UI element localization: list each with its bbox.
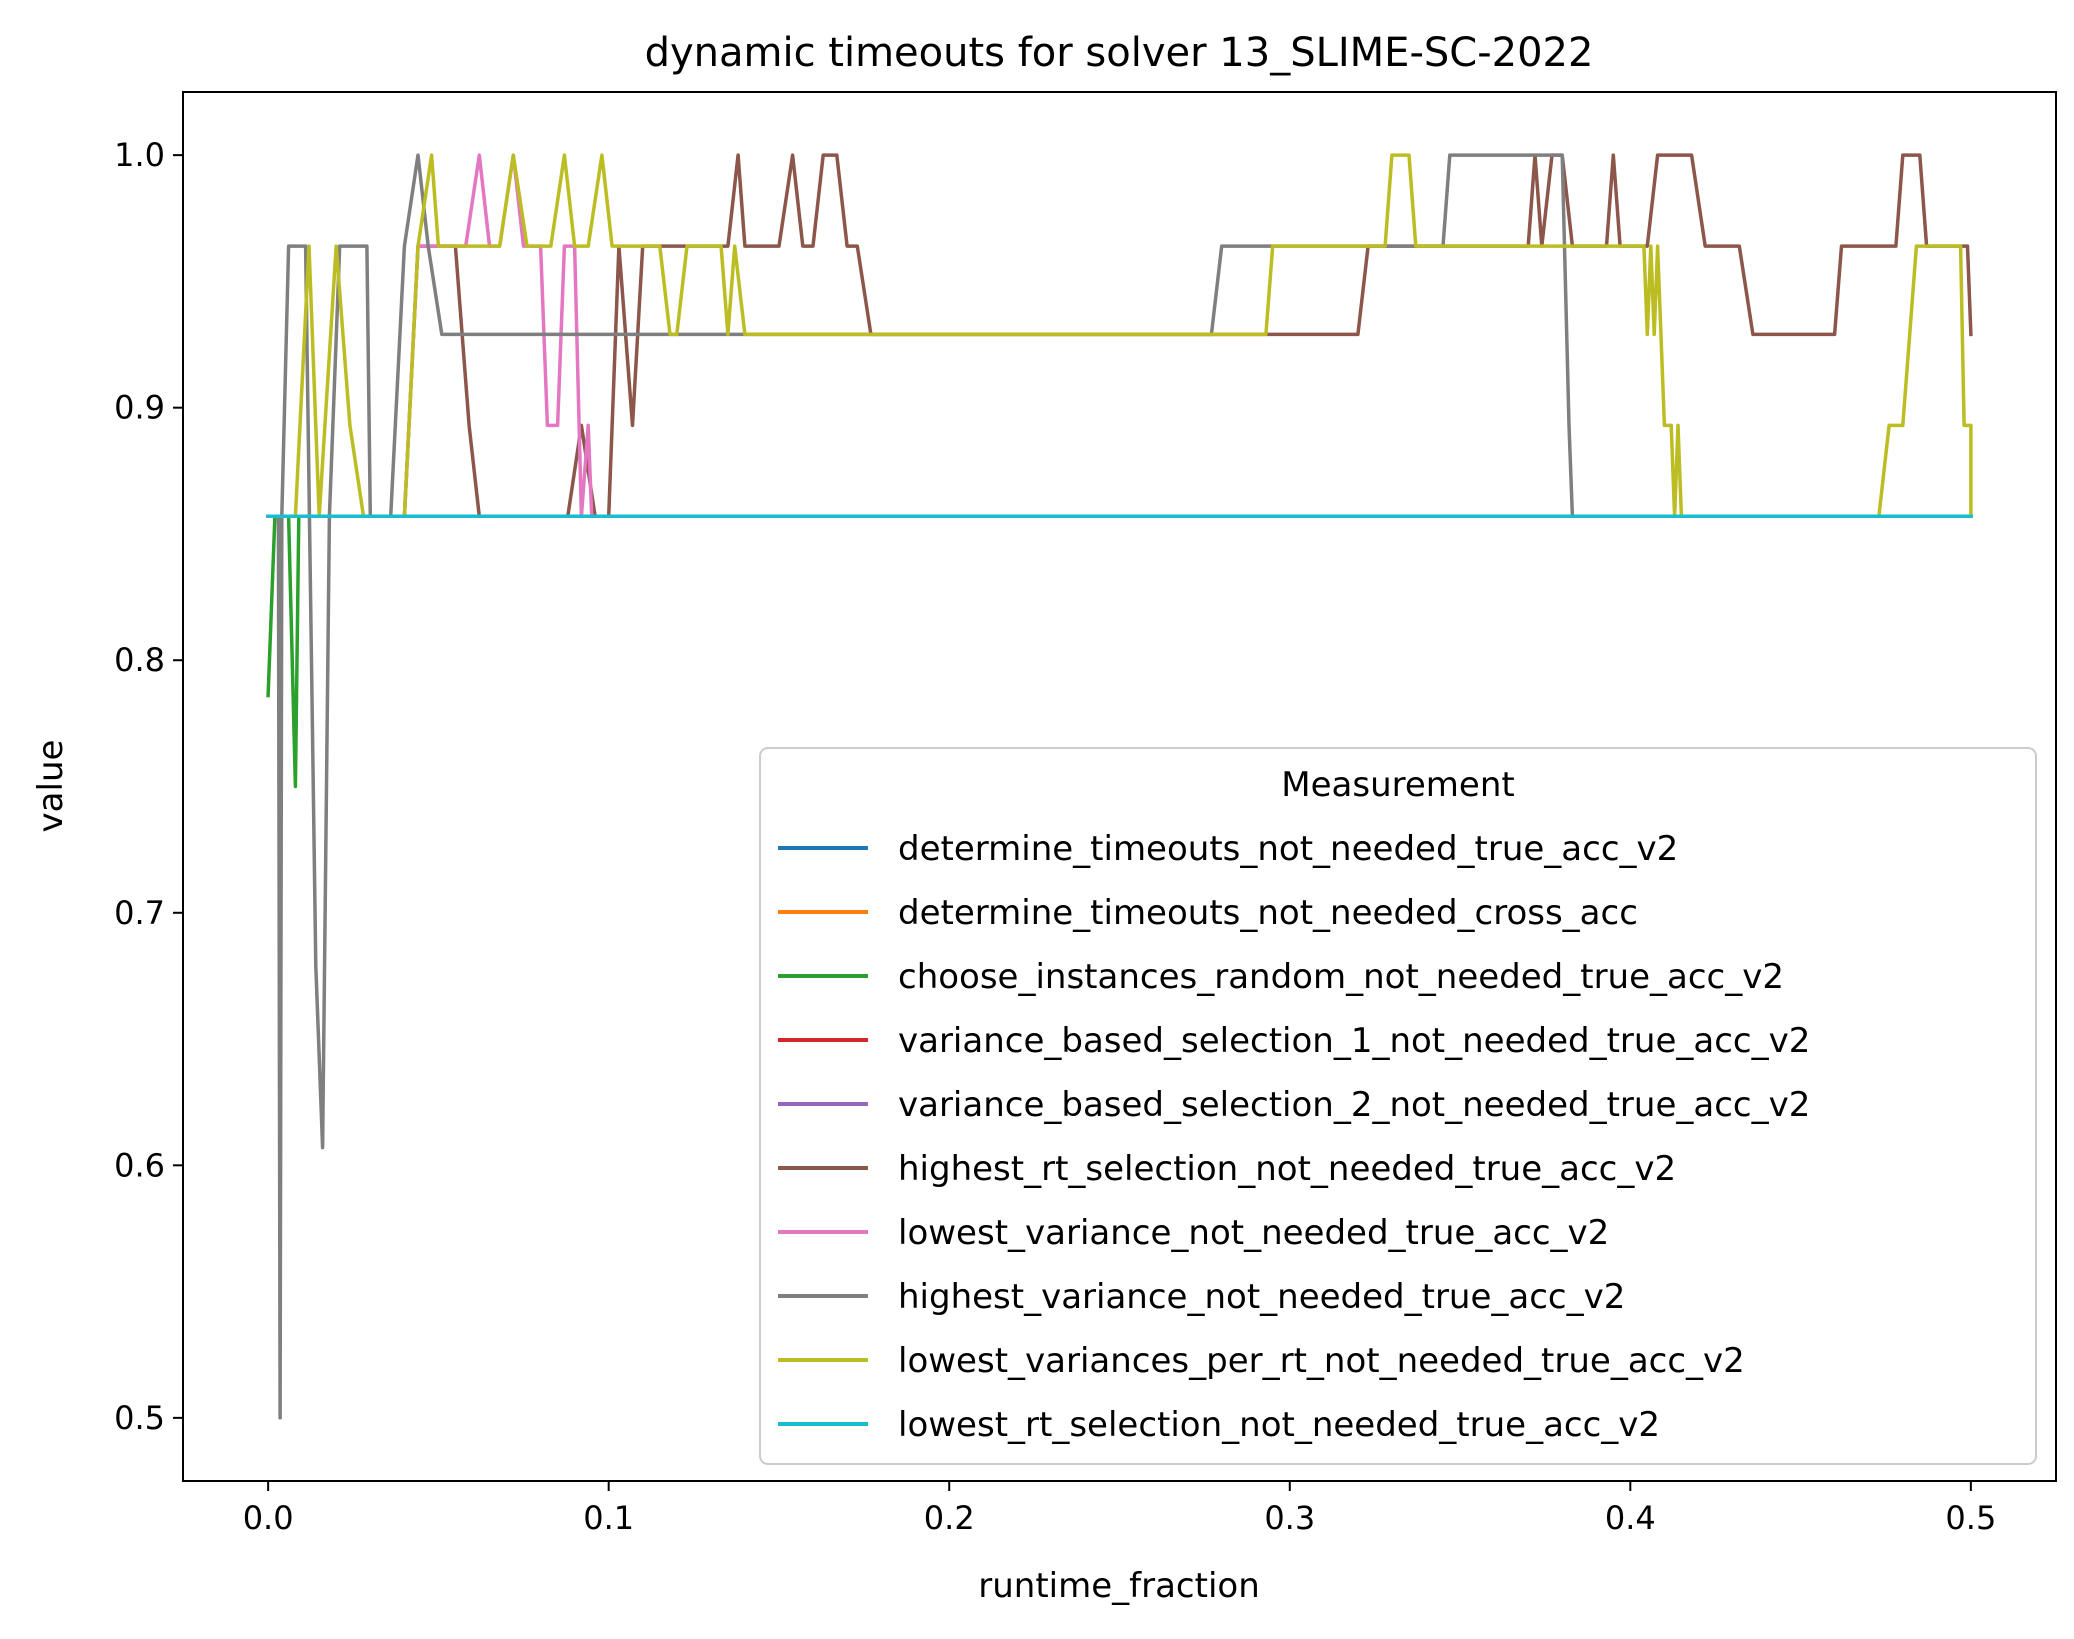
legend-entry-label: highest_rt_selection_not_needed_true_acc… (898, 1149, 1676, 1189)
x-axis: 0.0 0.1 0.2 0.3 0.4 0.5 (243, 1481, 1996, 1537)
legend-entry-label: choose_instances_random_not_needed_true_… (898, 957, 1784, 997)
y-tick-label: 0.6 (114, 1146, 165, 1184)
y-tick-label: 0.9 (114, 389, 165, 427)
x-tick-label: 0.2 (924, 1499, 975, 1537)
x-tick-label: 0.4 (1605, 1499, 1656, 1537)
x-tick-label: 0.1 (583, 1499, 634, 1537)
legend-entry-label: determine_timeouts_not_needed_cross_acc (898, 893, 1638, 933)
legend-title: Measurement (1281, 765, 1514, 805)
x-axis-label: runtime_fraction (978, 1566, 1260, 1606)
legend-entry-label: lowest_variances_per_rt_not_needed_true_… (898, 1341, 1745, 1381)
series-layer (266, 153, 1973, 1420)
y-tick-label: 1.0 (114, 136, 165, 174)
y-axis-label: value (31, 740, 71, 833)
legend: Measurement determine_timeouts_not_neede… (759, 747, 2037, 1465)
x-tick-label: 0.5 (1945, 1499, 1996, 1537)
x-tick-label: 0.3 (1264, 1499, 1315, 1537)
legend-entry-label: highest_variance_not_needed_true_acc_v2 (898, 1277, 1625, 1317)
legend-entry-label: lowest_rt_selection_not_needed_true_acc_… (898, 1405, 1660, 1445)
legend-entry-label: variance_based_selection_2_not_needed_tr… (898, 1085, 1810, 1125)
y-tick-label: 0.7 (114, 894, 165, 932)
legend-box (759, 747, 2037, 1465)
plot-frame (182, 91, 2057, 1482)
series-line-lowest-variances-per-rt-not-needed-true-acc-v2 (266, 153, 1973, 519)
legend-entry-label: variance_based_selection_1_not_needed_tr… (898, 1021, 1810, 1061)
chart-title: dynamic timeouts for solver 13_SLIME-SC-… (645, 30, 1594, 76)
y-axis: 0.5 0.6 0.7 0.8 0.9 1.0 (114, 136, 183, 1437)
x-tick-label: 0.0 (243, 1499, 294, 1537)
y-tick-label: 0.8 (114, 641, 165, 679)
y-tick-label: 0.5 (114, 1399, 165, 1437)
legend-entries: determine_timeouts_not_needed_true_acc_v… (778, 829, 1810, 1445)
legend-entry-label: determine_timeouts_not_needed_true_acc_v… (898, 829, 1678, 869)
legend-entry-label: lowest_variance_not_needed_true_acc_v2 (898, 1213, 1609, 1253)
